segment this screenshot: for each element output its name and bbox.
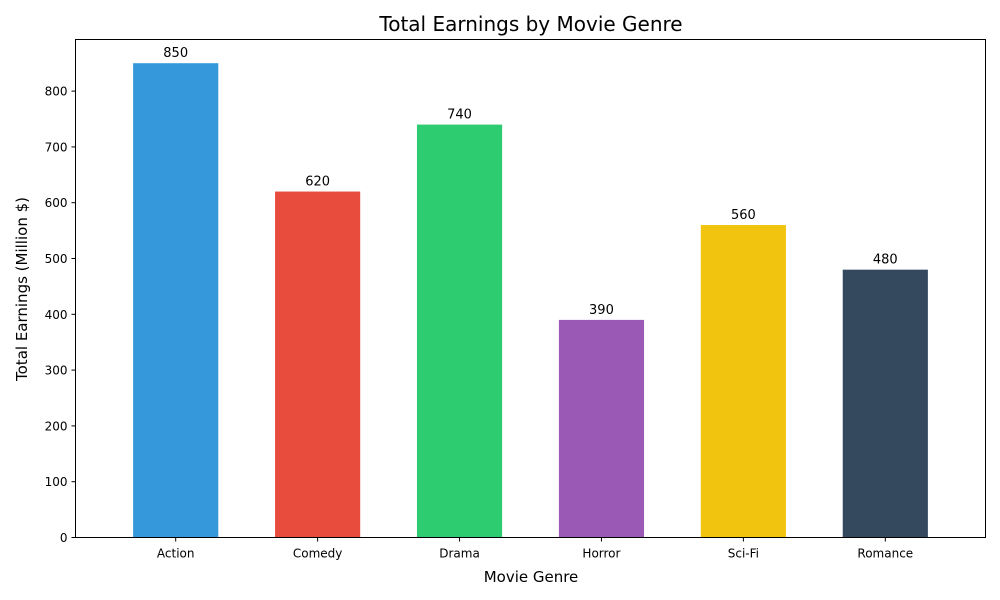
data-label: 390 xyxy=(589,303,614,318)
y-axis-title: Total Earnings (Million $) xyxy=(13,197,31,382)
data-label: 850 xyxy=(163,46,188,61)
x-tick-label: Comedy xyxy=(293,547,343,561)
x-tick-label: Action xyxy=(157,547,195,561)
x-axis-title: Movie Genre xyxy=(484,568,579,586)
bars-layer xyxy=(133,63,928,538)
y-tick-label: 300 xyxy=(45,364,68,378)
data-label: 560 xyxy=(731,208,756,223)
bar-action xyxy=(133,63,219,538)
x-axis: Action Comedy Drama Horror Sci-Fi Romance xyxy=(157,537,913,561)
data-labels-layer: 850 620 740 390 560 480 xyxy=(163,46,897,318)
x-tick-label: Sci-Fi xyxy=(728,547,759,561)
chart-title: Total Earnings by Movie Genre xyxy=(378,12,682,36)
y-tick-label: 200 xyxy=(45,419,68,433)
bar-sci-fi xyxy=(700,225,786,538)
data-label: 620 xyxy=(305,175,330,190)
y-tick-label: 600 xyxy=(45,196,68,210)
bar-drama xyxy=(416,124,503,538)
x-tick-label: Drama xyxy=(439,547,480,561)
y-tick-label: 700 xyxy=(45,140,68,154)
x-tick-label: Horror xyxy=(582,547,620,561)
data-label: 740 xyxy=(447,108,472,123)
bar-horror xyxy=(558,319,645,538)
bar-comedy xyxy=(275,191,361,538)
y-tick-label: 100 xyxy=(45,475,68,489)
y-tick-label: 400 xyxy=(45,308,68,322)
x-tick-label: Romance xyxy=(857,547,913,561)
y-tick-label: 800 xyxy=(45,85,68,99)
plot-frame xyxy=(75,39,986,538)
y-tick-label: 0 xyxy=(60,531,68,545)
y-tick-label: 500 xyxy=(45,252,68,266)
bar-romance xyxy=(842,269,928,538)
data-label: 480 xyxy=(873,253,898,268)
y-axis: 0 100 200 300 400 500 600 700 800 xyxy=(45,85,76,545)
